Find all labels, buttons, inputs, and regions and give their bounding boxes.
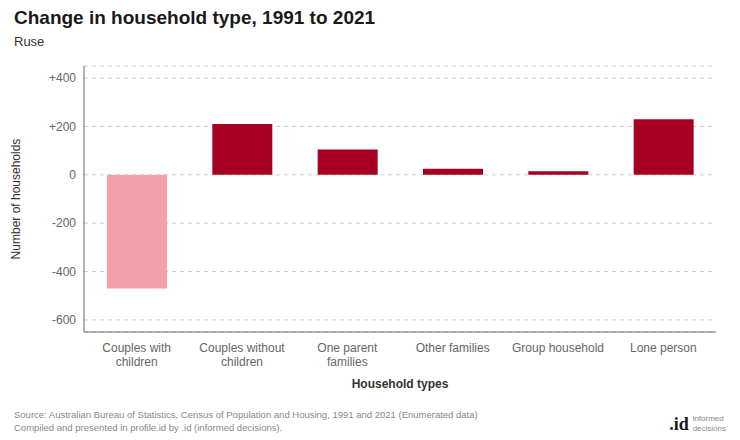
html-text:Change in household type, 1991: Change in household type, 1991 to 2021 [14,7,376,28]
svg-text:Couples withoutchildren: Couples withoutchildren [199,341,285,369]
svg-text:Other families: Other families [416,341,490,355]
html-text:informed decisions: informed decisions [692,414,726,433]
html-text:Ruse: Ruse [14,34,45,49]
html-text:.id: .id [669,414,689,434]
svg-text:Household types: Household types [352,377,449,391]
svg-text:+200: +200 [49,120,76,134]
svg-text:-400: -400 [52,265,76,279]
svg-text:+400: +400 [49,71,76,85]
svg-text:Number of households: Number of households [9,139,23,260]
svg-text:Lone person: Lone person [630,341,697,355]
svg-text:One parentfamilies: One parentfamilies [317,341,378,369]
svg-text:-200: -200 [52,216,76,230]
svg-text:-600: -600 [52,313,76,327]
svg-text:0: 0 [69,168,76,182]
svg-text:Group household: Group household [512,341,604,355]
html-text:Source: Australian Bureau of S: Source: Australian Bureau of Statistics,… [14,409,478,433]
svg-text:Couples withchildren: Couples withchildren [102,341,171,369]
